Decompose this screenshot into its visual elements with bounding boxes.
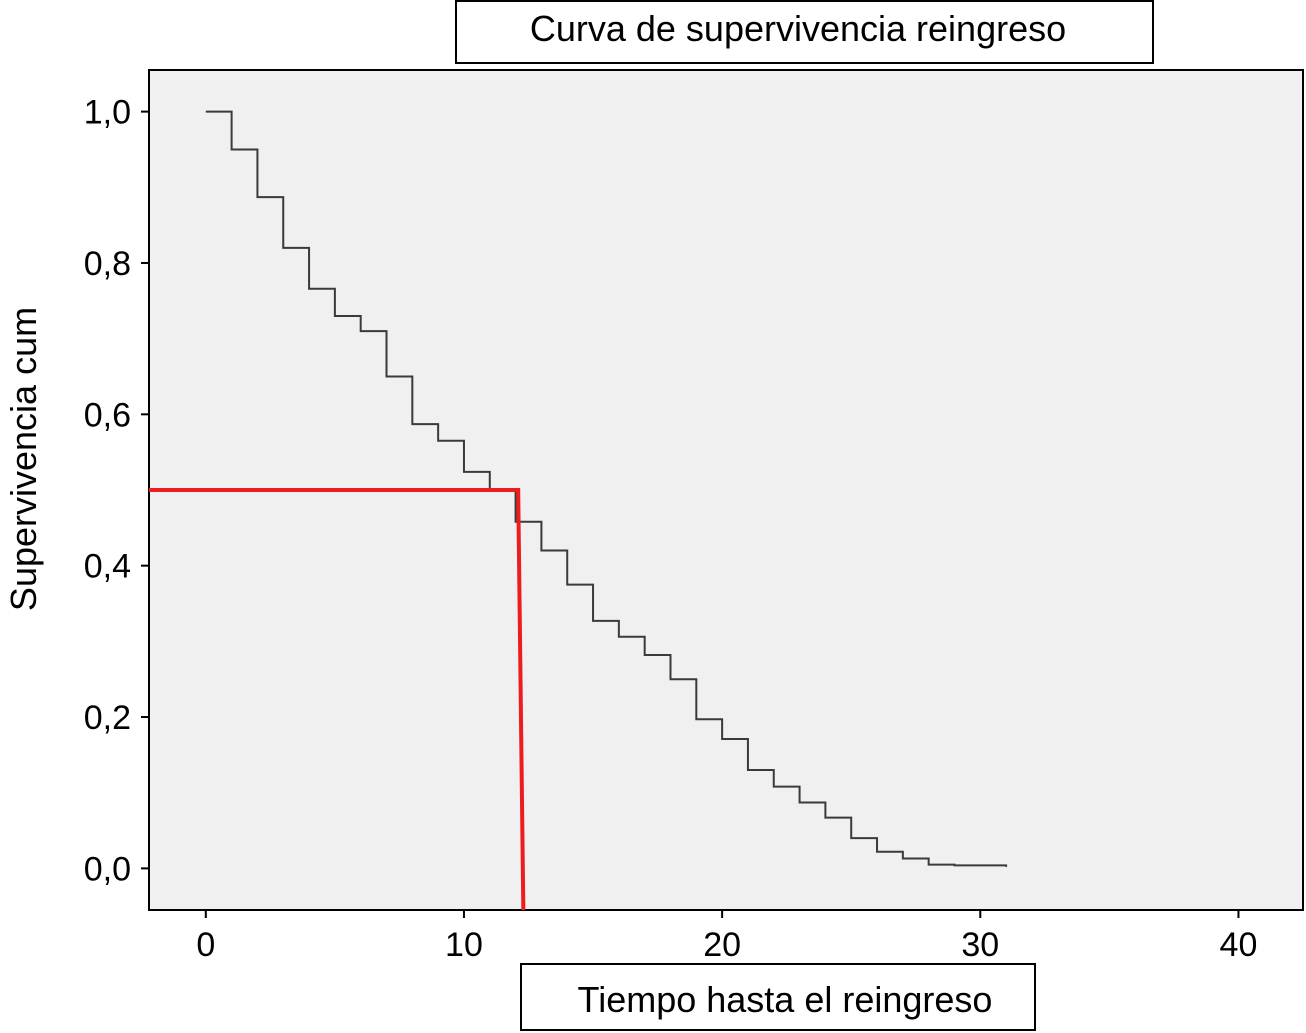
title-box (455, 0, 1154, 64)
y-tick-label: 0,4 (84, 548, 131, 586)
x-axis-label: Tiempo hasta el reingreso (578, 979, 993, 1020)
x-axis-label-box (520, 963, 1036, 1031)
chart-title: Curva de supervivencia reingreso (530, 8, 1066, 49)
y-tick-label: 0,6 (84, 396, 131, 434)
x-axis: 0 10 20 30 40 (196, 910, 1257, 964)
y-tick-label: 0,2 (84, 699, 131, 737)
x-tick-label: 30 (961, 926, 999, 964)
median-survival-line (149, 488, 526, 911)
y-tick-label: 0,8 (84, 245, 131, 283)
y-tick-label: 0,0 (84, 850, 131, 888)
x-tick-label: 40 (1220, 926, 1258, 964)
x-tick-label: 0 (196, 926, 215, 964)
x-tick-label: 20 (703, 926, 741, 964)
x-tick-label: 10 (445, 926, 483, 964)
y-tick-label: 1,0 (84, 94, 131, 132)
y-axis-label: Supervivencia cum (3, 307, 44, 611)
y-axis: 0,0 0,2 0,4 0,6 0,8 1,0 (84, 94, 149, 888)
survival-step-line (205, 110, 1008, 867)
